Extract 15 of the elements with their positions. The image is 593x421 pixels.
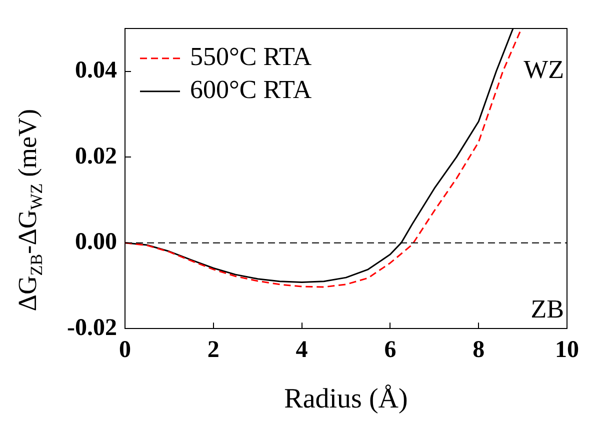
x-tick-label: 6 [384,337,396,364]
x-tick-label: 8 [472,337,485,364]
x-tick-label: 10 [555,337,579,364]
y-tick-label: 0.00 [75,229,117,256]
legend-label: 550°C RTA [190,42,312,72]
x-tick-label: 0 [119,337,131,364]
annotation: WZ [524,55,564,84]
x-axis-title: Radius (Å) [284,384,408,415]
x-tick-label: 4 [296,337,308,364]
y-tick-label: -0.02 [67,314,117,341]
y-tick-label: 0.04 [75,57,117,84]
legend-label: 600°C RTA [190,75,312,104]
x-tick-label: 2 [207,337,220,364]
annotation: ZB [530,294,564,324]
y-tick-label: 0.02 [75,143,117,170]
